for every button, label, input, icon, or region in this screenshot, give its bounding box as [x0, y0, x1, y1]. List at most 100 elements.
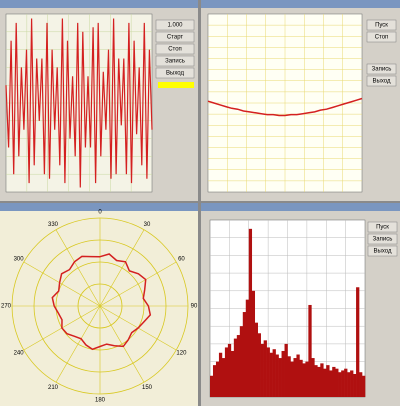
button-label[interactable]: Пуск — [375, 23, 388, 29]
spectrum-bar — [210, 375, 214, 397]
spectrum-bar — [278, 358, 282, 397]
button[interactable] — [366, 31, 397, 43]
spectrum-bar — [296, 354, 300, 397]
spectrum-bar — [281, 350, 285, 397]
spectrum-bar — [302, 363, 306, 397]
button[interactable] — [367, 245, 398, 257]
button-label[interactable]: Выход — [373, 79, 391, 85]
spectrum-bar — [347, 372, 351, 397]
button-label[interactable]: Стоп — [168, 47, 182, 53]
button[interactable] — [366, 19, 397, 31]
spectrum-bar — [326, 365, 330, 397]
spectrum-bar — [272, 349, 276, 397]
signal-line — [207, 97, 363, 117]
button[interactable] — [155, 43, 195, 55]
angle-label: 300 — [14, 257, 25, 263]
spectrum-bar — [266, 347, 270, 397]
spectrum-bar — [299, 359, 303, 397]
spectrum-bar — [290, 361, 294, 397]
button[interactable] — [367, 233, 398, 245]
spectrum-bar — [230, 350, 235, 397]
angle-label: 150 — [142, 385, 153, 391]
spectrum-bar — [293, 358, 297, 397]
spectrum-bar — [224, 347, 229, 397]
spectrum-bar — [332, 366, 336, 397]
button[interactable] — [155, 55, 195, 67]
title-bar — [0, 0, 198, 8]
polar-spoke — [99, 229, 145, 307]
color-swatch — [158, 82, 194, 88]
angle-label: 270 — [1, 304, 12, 310]
title-bar — [0, 203, 198, 211]
polar-line — [51, 253, 152, 351]
spectrum-bar — [356, 287, 360, 397]
button-label[interactable]: Запись — [373, 237, 393, 243]
button[interactable] — [366, 63, 397, 75]
button-label[interactable]: Пуск — [376, 225, 389, 231]
spectrum-bar — [350, 370, 354, 397]
button[interactable] — [155, 19, 195, 31]
spectrum-bar — [284, 343, 288, 397]
spectrum-bar — [329, 370, 333, 397]
spectrum-bar — [257, 333, 261, 397]
polar-spoke — [55, 305, 101, 383]
spectrum-bar — [251, 290, 256, 397]
spectrum-bar — [227, 343, 232, 397]
angle-label: 240 — [14, 351, 25, 357]
polar-spoke — [23, 261, 101, 307]
spectrum-bar — [242, 312, 247, 397]
signal-line — [5, 18, 153, 188]
spectrum-bar — [338, 372, 342, 397]
spectrum-bar — [263, 340, 267, 397]
button-label[interactable]: Запись — [165, 59, 185, 65]
spectrum-bar — [269, 352, 273, 397]
spectrum-bar — [254, 322, 258, 397]
polar-spoke — [99, 261, 177, 307]
button-label[interactable]: Запись — [372, 67, 392, 73]
angle-label: 120 — [176, 351, 187, 357]
spectrum-bar — [308, 304, 312, 397]
angle-label: 330 — [48, 222, 59, 228]
spectrum-bar — [359, 372, 363, 397]
angle-label: 60 — [178, 257, 185, 263]
button[interactable] — [155, 31, 195, 43]
spectrum-bar — [233, 338, 238, 397]
spectrum-bar — [221, 358, 226, 397]
spectrum-bar — [260, 343, 264, 397]
angle-label: 210 — [48, 385, 59, 391]
button-label[interactable]: Стоп — [375, 35, 389, 41]
angle-label: 0 — [98, 210, 102, 216]
angle-label: 90 — [191, 304, 198, 310]
spectrum-bar — [314, 365, 318, 397]
spectrum-bar — [218, 352, 223, 397]
polar-spoke — [99, 305, 145, 383]
polar-spoke — [55, 229, 101, 307]
title-bar — [201, 0, 400, 8]
spectrum-bar — [305, 361, 309, 397]
spectrum-bar — [215, 361, 220, 397]
button[interactable] — [155, 67, 195, 79]
spectrum-bar — [344, 368, 348, 397]
spectrum-bar — [341, 370, 345, 397]
spectrum-bar — [320, 363, 324, 397]
spectrum-bar — [311, 358, 315, 397]
spectrum-bar — [287, 356, 291, 397]
angle-label: 30 — [144, 222, 151, 228]
spectrum-bar — [275, 354, 279, 397]
button[interactable] — [367, 221, 398, 233]
spectrum-bar — [353, 373, 357, 397]
spectrum-bar — [323, 368, 327, 397]
button[interactable] — [366, 75, 397, 87]
button-label[interactable]: Выход — [374, 249, 392, 255]
button-label[interactable]: Выход — [166, 71, 184, 77]
spectrum-bar — [362, 375, 366, 397]
spectrum-bar — [317, 366, 321, 397]
button-label[interactable]: Старт — [167, 35, 184, 41]
spectrum-bar — [236, 335, 241, 397]
button-label[interactable]: 1.000 — [167, 23, 183, 29]
spectrum-bar — [245, 299, 250, 397]
spectrum-bar — [212, 365, 217, 397]
spectrum-bar — [239, 326, 244, 397]
title-bar — [201, 203, 400, 211]
